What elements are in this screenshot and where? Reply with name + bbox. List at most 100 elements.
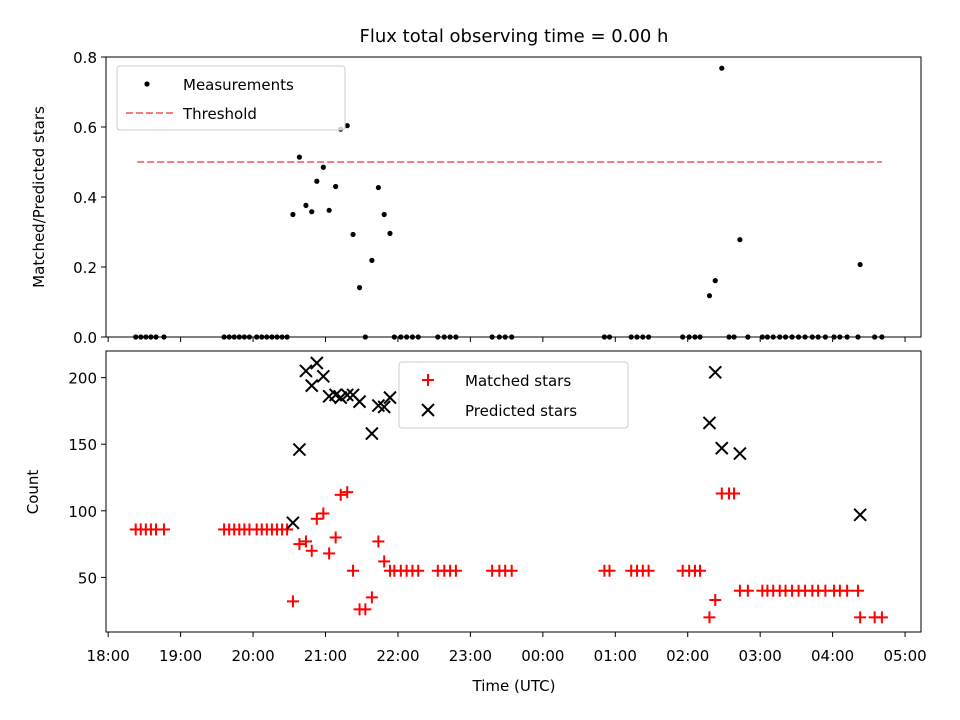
matched-star-point: [347, 564, 360, 577]
bottom-x-tick-label: 03:00: [739, 647, 782, 665]
predicted-stars-series: [286, 356, 867, 530]
bottom-x-tick-label: 19:00: [159, 647, 202, 665]
matched-star-point: [293, 538, 306, 551]
predicted-star-point: [340, 388, 354, 402]
matched-stars-series: [129, 486, 888, 624]
measurement-point: [303, 202, 309, 208]
predicted-star-stroke-b: [299, 364, 313, 378]
measurement-point: [133, 334, 139, 340]
top-y-tick-label: 0.0: [73, 329, 97, 347]
bottom-x-tick-label: 23:00: [449, 647, 492, 665]
measurement-point: [489, 334, 495, 340]
matched-star-point: [854, 611, 867, 624]
top-y-tick-label: 0.6: [73, 119, 97, 137]
predicted-star-point: [383, 390, 397, 405]
measurement-point: [138, 334, 144, 340]
matched-star-point: [412, 564, 425, 577]
measurement-point: [236, 334, 242, 340]
predicted-star-point: [292, 442, 307, 457]
measurement-point: [809, 334, 815, 340]
measurement-point: [697, 334, 703, 340]
predicted-star-stroke-b: [708, 365, 722, 380]
measurement-point: [822, 334, 828, 340]
bottom-x-tick-label: 04:00: [811, 647, 854, 665]
top-panel: 0.00.20.40.60.8 Matched/Predicted stars …: [30, 49, 922, 347]
measurement-point: [844, 334, 850, 340]
measurement-point: [290, 211, 296, 218]
matched-star-point: [709, 594, 722, 607]
predicted-star-point: [299, 364, 313, 378]
measurement-point: [795, 334, 802, 340]
predicted-star-point: [316, 369, 331, 384]
measurements-series: [133, 65, 885, 340]
measurement-point: [148, 334, 154, 340]
predicted-star-point: [733, 446, 747, 461]
predicted-star-point: [708, 365, 722, 380]
matched-star-point: [642, 564, 655, 577]
top-y-tick-label: 0.2: [73, 259, 97, 277]
legend-measurements-marker: [144, 81, 150, 87]
measurement-point: [831, 334, 837, 340]
measurement-point: [369, 257, 375, 263]
predicted-star-point: [365, 426, 379, 441]
matched-star-point: [310, 512, 323, 525]
measurement-point: [326, 207, 332, 213]
measurement-point: [628, 334, 634, 340]
predicted-star-stroke-b: [702, 416, 717, 430]
measurement-point: [634, 334, 640, 340]
measurement-point: [153, 334, 159, 340]
predicted-star-stroke-b: [352, 394, 367, 409]
bottom-y-axis-label: Count: [24, 470, 42, 515]
matched-star-point: [741, 584, 754, 597]
predicted-star-stroke-b: [371, 398, 386, 413]
bottom-y-tick-label: 50: [78, 569, 97, 587]
matched-star-point: [365, 591, 378, 604]
matched-star-point: [286, 595, 299, 608]
measurement-point: [221, 334, 227, 340]
measurement-point: [314, 178, 320, 184]
measurement-point: [745, 334, 751, 340]
measurement-point: [815, 334, 821, 340]
measurement-point: [857, 261, 863, 268]
measurement-point: [646, 334, 652, 340]
measurement-point: [441, 334, 447, 340]
measurement-point: [759, 334, 765, 340]
matched-star-point: [703, 611, 716, 624]
bottom-panel: 50 100 150 200 18:00 19:00 20:00 21:00 22:00 23:…: [24, 350, 927, 695]
measurement-point: [686, 334, 692, 340]
bottom-legend-box: [398, 361, 629, 429]
measurement-point: [254, 334, 260, 340]
top-y-axis: 0.0 0.2 0.4 0.6 0.8: [73, 49, 106, 347]
measurement-point: [375, 184, 381, 191]
measurement-point: [692, 334, 698, 340]
predicted-star-stroke-b: [346, 388, 360, 402]
bottom-y-tick-label: 200: [68, 370, 97, 388]
predicted-star-point: [715, 441, 729, 455]
measurement-point: [264, 334, 270, 340]
predicted-star-stroke-b: [316, 369, 331, 384]
measurement-point: [435, 334, 441, 340]
predicted-star-stroke-b: [286, 516, 300, 530]
matched-star-point: [694, 564, 707, 577]
legend-matched-marker: [422, 374, 434, 386]
matched-star-point: [728, 487, 741, 500]
matched-star-point: [378, 555, 391, 568]
measurement-point: [350, 231, 356, 238]
predicted-star-point: [286, 516, 300, 530]
measurement-point: [259, 334, 265, 340]
legend-measurements-label: Measurements: [183, 76, 294, 94]
matched-star-point: [305, 544, 318, 557]
legend-matched-label: Matched stars: [465, 372, 571, 390]
measurement-point: [246, 334, 253, 340]
measurement-point: [802, 334, 808, 340]
predicted-star-stroke-b: [733, 446, 747, 461]
bottom-x-tick-label: 00:00: [521, 647, 564, 665]
measurement-point: [453, 334, 459, 340]
matched-star-point: [359, 603, 372, 616]
measurement-point: [731, 334, 737, 340]
predicted-star-point: [702, 416, 717, 430]
predicted-star-stroke-b: [853, 508, 867, 522]
measurement-point: [855, 334, 861, 340]
measurement-point: [770, 334, 776, 340]
measurement-point: [333, 183, 339, 190]
